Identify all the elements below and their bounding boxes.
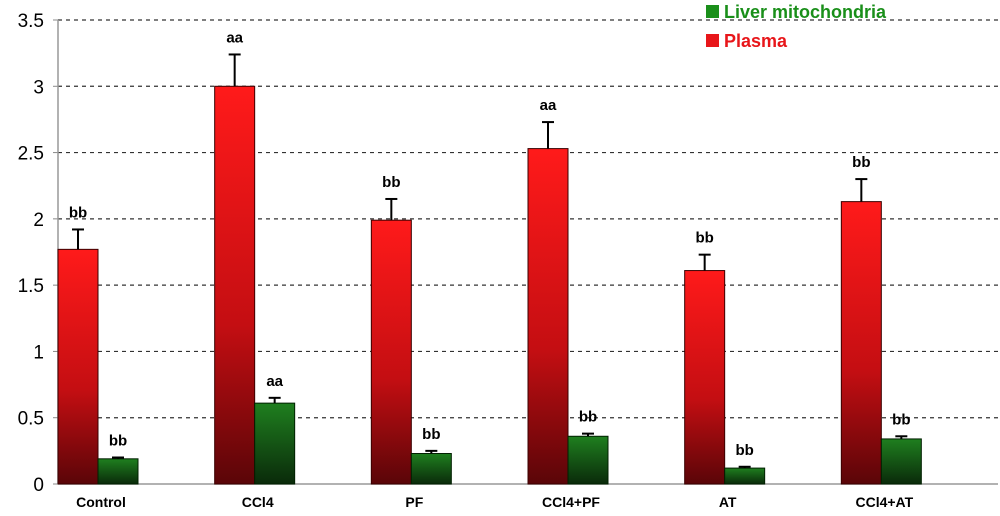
legend-label: Plasma xyxy=(724,31,788,51)
bar-liver-mitochondria xyxy=(724,467,766,485)
significance-label: bb xyxy=(422,426,440,443)
y-tick-label: 3 xyxy=(33,77,44,98)
y-tick-label: 0 xyxy=(33,475,44,496)
x-tick-label: Control xyxy=(76,494,126,510)
bar-plasma xyxy=(214,85,256,485)
y-tick-labels: 0 0.5 1 1.5 2 2.5 3 3.5 xyxy=(18,11,44,496)
legend-swatch xyxy=(706,34,719,47)
bar-plasma xyxy=(57,248,99,485)
legend-label: Liver mitochondria xyxy=(724,2,887,22)
bar-liver-mitochondria xyxy=(880,438,922,485)
y-tick-label: 1 xyxy=(33,342,44,363)
significance-label: bb xyxy=(69,204,87,221)
bar-plasma xyxy=(527,148,569,485)
x-tick-label: CCl4 xyxy=(242,494,274,510)
x-tick-label: CCl4+PF xyxy=(542,494,600,510)
y-tick-label: 3.5 xyxy=(18,11,44,32)
significance-label: bb xyxy=(892,411,910,428)
data-labels: bb bb aa aa bb bb aa bb bb bb bb bb xyxy=(69,29,911,458)
legend-swatch xyxy=(706,5,719,18)
bar-liver-mitochondria xyxy=(410,453,452,485)
significance-label: bb xyxy=(579,409,597,426)
bar-liver-mitochondria xyxy=(254,402,296,485)
significance-label: aa xyxy=(266,373,283,390)
x-tick-label: PF xyxy=(405,494,423,510)
y-tick-label: 1.5 xyxy=(18,276,44,297)
legend: Liver mitochondria Plasma xyxy=(706,2,887,51)
significance-label: aa xyxy=(540,97,557,114)
significance-label: aa xyxy=(226,29,243,46)
x-tick-label: CCl4+AT xyxy=(855,494,913,510)
y-tick-label: 2 xyxy=(33,210,44,231)
significance-label: bb xyxy=(382,174,400,191)
y-tick-label: 2.5 xyxy=(18,144,44,165)
x-tick-label: AT xyxy=(719,494,737,510)
significance-label: bb xyxy=(736,442,754,459)
x-tick-labels: Control CCl4 PF CCl4+PF AT CCl4+AT xyxy=(76,494,914,510)
bar-liver-mitochondria xyxy=(97,458,139,485)
bar-liver-mitochondria xyxy=(567,435,609,485)
significance-label: bb xyxy=(852,154,870,171)
bars xyxy=(57,53,922,485)
significance-label: bb xyxy=(696,230,714,247)
y-tick-label: 0.5 xyxy=(18,409,44,430)
bar-plasma xyxy=(840,201,882,485)
bar-plasma xyxy=(684,270,726,485)
bar-plasma xyxy=(370,219,412,485)
significance-label: bb xyxy=(109,432,127,449)
